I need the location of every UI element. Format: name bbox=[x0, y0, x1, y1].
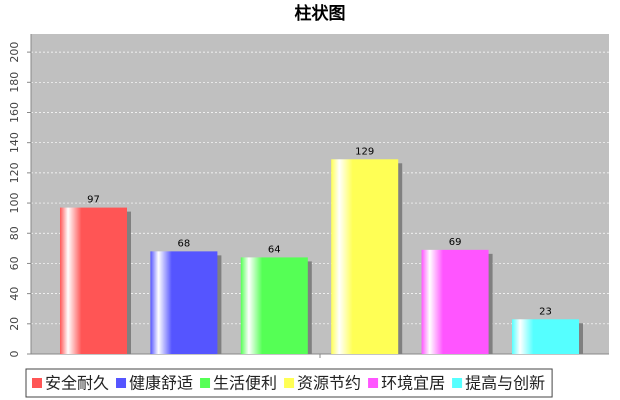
bar bbox=[150, 251, 218, 354]
value-label: 97 bbox=[87, 195, 100, 206]
value-label: 129 bbox=[355, 146, 374, 157]
bar bbox=[240, 257, 308, 354]
value-label: 23 bbox=[539, 306, 552, 317]
y-tick-label: 180 bbox=[8, 72, 21, 93]
y-tick-label: 40 bbox=[8, 287, 21, 301]
y-tick-label: 120 bbox=[8, 162, 21, 183]
bar bbox=[512, 319, 579, 354]
y-tick-label: 80 bbox=[8, 226, 21, 240]
y-tick-label: 100 bbox=[8, 193, 21, 214]
value-label: 64 bbox=[268, 244, 281, 255]
bar bbox=[421, 249, 489, 354]
y-tick-label: 20 bbox=[8, 317, 21, 331]
y-tick-label: 0 bbox=[8, 351, 21, 358]
legend-swatch bbox=[452, 378, 463, 388]
value-label: 69 bbox=[449, 237, 462, 248]
y-tick-label: 140 bbox=[8, 132, 21, 153]
legend-swatch bbox=[116, 378, 127, 388]
bar bbox=[331, 159, 399, 354]
y-tick-label: 160 bbox=[8, 102, 21, 123]
legend-swatch bbox=[32, 378, 42, 388]
legend-label: 健康舒适 bbox=[129, 374, 193, 393]
legend-swatch bbox=[200, 378, 211, 388]
y-tick-label: 200 bbox=[8, 42, 21, 63]
legend-swatch bbox=[284, 378, 295, 388]
chart-title: 柱状图 bbox=[295, 3, 346, 24]
y-tick-label: 60 bbox=[8, 256, 21, 270]
legend-label: 提高与创新 bbox=[465, 374, 545, 393]
legend-label: 安全耐久 bbox=[45, 374, 109, 393]
legend-label: 资源节约 bbox=[297, 374, 361, 393]
legend-label: 生活便利 bbox=[213, 374, 277, 393]
bar bbox=[60, 207, 127, 354]
legend-swatch bbox=[368, 378, 379, 388]
value-label: 68 bbox=[178, 238, 191, 249]
legend-label: 环境宜居 bbox=[381, 374, 445, 393]
